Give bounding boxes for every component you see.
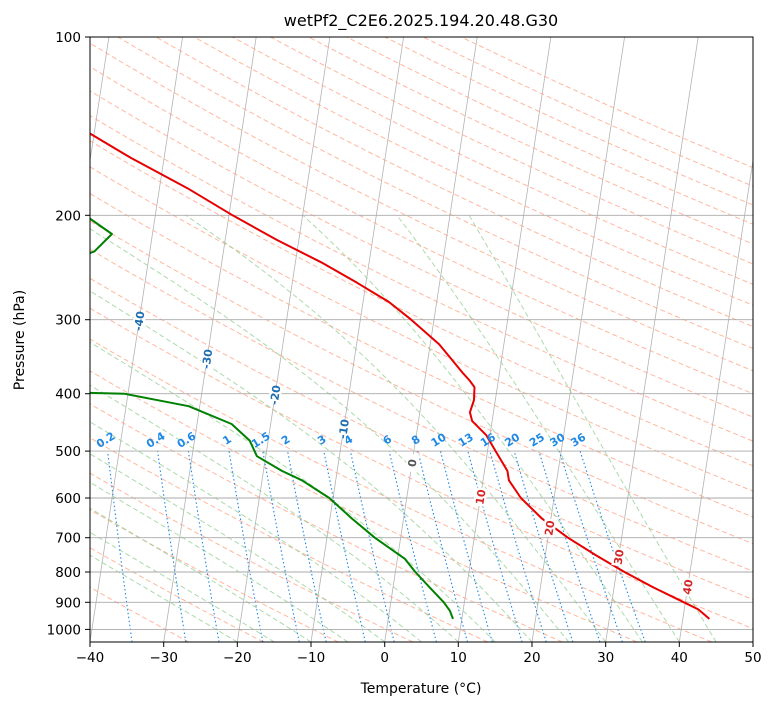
x-tick-label: 40: [671, 650, 688, 666]
moist-adiabat-line: [90, 421, 422, 642]
x-axis-label: Temperature (°C): [360, 681, 482, 697]
pressure-gridlines: [90, 214, 753, 630]
x-tick-label: 30: [597, 650, 614, 666]
y-tick-label: 300: [55, 313, 81, 329]
dry-adiabat-line: [232, 37, 753, 285]
x-tick-label: 50: [744, 650, 761, 666]
isotherm-label-bg: [267, 385, 283, 405]
isotherm-line: [384, 37, 478, 642]
x-tick-label: 0: [380, 650, 389, 666]
dry-adiabat-line: [90, 437, 488, 642]
chart-title: wetPf2_C2E6.2025.194.20.48.G30: [284, 11, 558, 31]
x-axis-ticks: −40 −30 −20 −10 0 10 20 30 40 50: [76, 642, 762, 666]
moist-adiabat-line: [90, 453, 385, 642]
dry-adiabat-line: [155, 37, 753, 328]
moist-adiabat-line: [468, 215, 717, 642]
dewpoint-profile-line: [90, 217, 454, 620]
moist-adiabat-line: [90, 554, 238, 642]
dry-adiabat-line: [90, 277, 753, 601]
y-axis-label: Pressure (hPa): [12, 290, 28, 390]
isotherm-label: 20: [542, 519, 557, 536]
dry-adiabat-line: [90, 166, 753, 492]
isotherm-line: [457, 37, 552, 642]
moist-adiabats: [90, 214, 717, 642]
dry-adiabat-line: [90, 42, 753, 372]
isotherm-label-bg: [336, 419, 351, 439]
temperature-profile-line: [90, 132, 711, 620]
isotherm-label: 0: [406, 458, 420, 468]
moist-adiabat-line: [90, 531, 275, 642]
dry-adiabat-line: [90, 472, 414, 642]
dry-adiabat-line: [90, 248, 753, 572]
dry-adiabats: [90, 37, 753, 642]
x-tick-label: −30: [149, 650, 178, 666]
isotherm-label-bg: [611, 547, 626, 567]
isotherm-line: [163, 37, 257, 642]
y-tick-label: 800: [55, 565, 81, 581]
isotherm-line: [236, 37, 331, 642]
isotherm-label-bg: [404, 453, 420, 473]
isotherm-grid: [90, 37, 753, 642]
dry-adiabat-line: [90, 220, 753, 545]
x-tick-label: −40: [76, 650, 105, 666]
moist-adiabat-line: [90, 228, 570, 642]
x-tick-label: −10: [297, 650, 326, 666]
moist-adiabat-line: [90, 290, 533, 642]
dry-adiabat-line: [90, 140, 753, 467]
plot-frame: [89, 36, 754, 643]
isotherm-label: -40: [132, 310, 148, 332]
dry-adiabat-line: [193, 37, 753, 306]
y-tick-label: 400: [55, 387, 81, 403]
dry-adiabat-line: [90, 370, 638, 642]
isotherm-line: [605, 37, 699, 642]
isotherm-label: -20: [268, 384, 284, 406]
dry-adiabat-line: [90, 193, 753, 518]
y-tick-label: 100: [55, 30, 81, 46]
isotherm-line: [678, 157, 753, 642]
x-tick-label: 20: [523, 650, 540, 666]
y-tick-label: 700: [55, 531, 81, 547]
isotherm-label-bg: [131, 311, 147, 331]
isotherm-label: 30: [612, 548, 627, 565]
isotherm-line: [531, 37, 625, 642]
y-tick-label: 500: [55, 444, 81, 460]
isotherm-label-bg: [199, 349, 215, 369]
isotherm-label-bg: [542, 518, 557, 538]
y-tick-label: 1000: [47, 622, 81, 638]
y-tick-label: 600: [55, 491, 81, 507]
dry-adiabat-line: [117, 37, 753, 349]
y-axis-ticks: 100 200 300 400 500 600 700 800 900 1000: [47, 30, 90, 638]
y-tick-label: 900: [55, 595, 81, 611]
moist-adiabat-line: [302, 214, 643, 642]
isotherm-label: 40: [681, 578, 696, 595]
y-tick-label: 200: [55, 208, 81, 224]
moist-adiabat-line: [185, 214, 607, 642]
x-tick-label: −20: [223, 650, 252, 666]
isotherm-label-bg: [680, 577, 695, 597]
moist-adiabat-line: [396, 214, 680, 642]
dry-adiabat-line: [90, 338, 712, 642]
isotherm-line: [90, 37, 110, 164]
isotherm-label: -30: [200, 348, 216, 370]
isotherm-label: 10: [473, 488, 488, 505]
isotherm-label-bg: [473, 487, 488, 507]
isotherm-label: -10: [336, 418, 352, 440]
dry-adiabat-line: [90, 547, 264, 642]
moist-adiabat-line: [90, 341, 496, 642]
x-tick-label: 10: [450, 650, 467, 666]
moist-adiabat-line: [90, 384, 459, 642]
moist-adiabat-line: [90, 481, 349, 642]
sounding-series: [90, 132, 711, 620]
